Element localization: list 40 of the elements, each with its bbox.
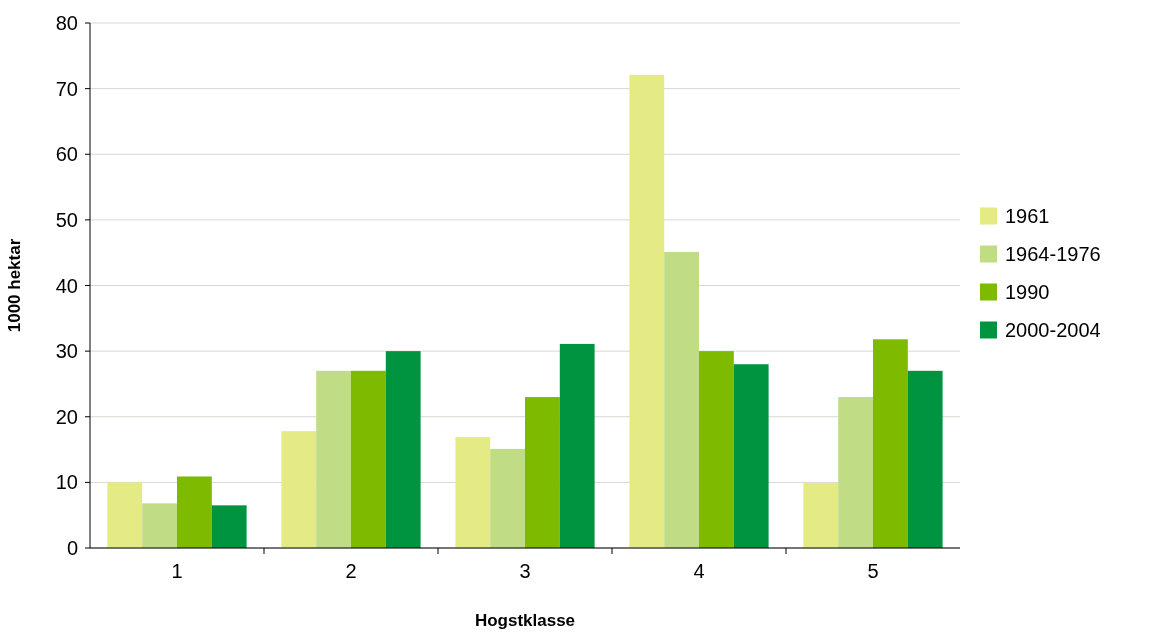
x-tick-label: 4: [693, 560, 705, 582]
bar: [211, 505, 247, 548]
legend-label: 1990: [1005, 280, 1050, 303]
bar: [907, 370, 943, 548]
bar: [107, 482, 143, 548]
bar: [385, 351, 421, 548]
y-tick-label: 70: [55, 77, 78, 100]
legend-label: 1961: [1005, 204, 1050, 227]
bar: [803, 483, 839, 548]
x-tick-label: 3: [519, 560, 531, 582]
bar: [699, 351, 734, 548]
bar: [281, 431, 317, 548]
y-tick-label: 10: [55, 471, 78, 494]
bar: [142, 503, 177, 548]
bar: [664, 252, 699, 548]
bar: [316, 370, 351, 548]
bar: [629, 74, 665, 548]
bar: [559, 343, 595, 548]
bar: [351, 370, 386, 548]
x-tick-label: 2: [345, 560, 357, 582]
bar: [490, 448, 525, 548]
y-tick-label: 0: [66, 537, 78, 559]
y-axis-title: 1000 hektar: [5, 238, 24, 333]
y-tick-label: 30: [55, 340, 78, 363]
bar: [873, 339, 908, 548]
y-tick-label: 50: [55, 208, 78, 231]
x-axis-title: Hogstklasse: [474, 611, 576, 630]
y-tick-label: 40: [55, 274, 78, 297]
y-tick-label: 20: [55, 405, 78, 428]
bar: [838, 397, 873, 548]
y-tick-label: 80: [55, 12, 78, 34]
x-tick-label: 5: [867, 560, 879, 582]
bar: [455, 437, 491, 548]
legend-label: 2000-2004: [1005, 318, 1101, 341]
y-tick-label: 60: [55, 143, 78, 166]
x-tick-label: 1: [171, 560, 183, 582]
bar: [525, 397, 560, 548]
legend-label: 1964-1976: [1005, 242, 1101, 265]
bar: [177, 476, 212, 548]
bar: [733, 364, 769, 548]
